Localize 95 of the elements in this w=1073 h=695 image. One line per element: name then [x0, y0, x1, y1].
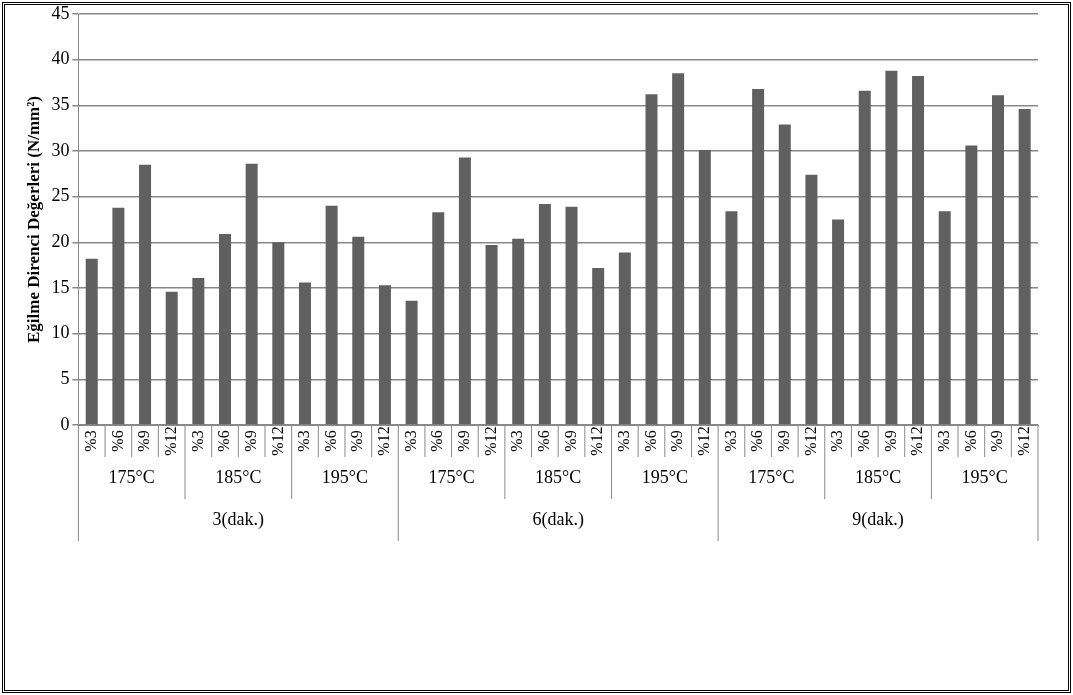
bar: [325, 205, 338, 425]
y-tick-label: 40: [51, 48, 70, 69]
x-tick-label: %6: [854, 430, 872, 452]
x-tick-label: %3: [508, 430, 526, 452]
x-tick-label: %12: [268, 426, 286, 456]
text: 195°C: [961, 466, 1008, 487]
y-tick-label: 5: [60, 368, 70, 389]
x-tick-label: %6: [961, 430, 979, 452]
x-tick-label: %6: [748, 430, 766, 452]
x-tick-label: %3: [188, 430, 206, 452]
x-tick-label: %3: [721, 430, 739, 452]
text: 175°C: [748, 466, 795, 487]
bar: [219, 234, 231, 425]
x-tick-label: %9: [668, 430, 686, 452]
bar: [805, 174, 818, 425]
x-tick-label: %6: [641, 430, 659, 452]
x-tick-label: %12: [801, 426, 819, 456]
y-tick-label: 10: [51, 322, 70, 343]
bar: [938, 211, 951, 425]
bar: [1018, 108, 1031, 425]
y-tick-label: 0: [60, 413, 70, 434]
bar: [485, 245, 498, 425]
bar: [458, 157, 471, 425]
x-tick-label: %9: [774, 430, 792, 452]
x-tick-label: %9: [455, 430, 473, 452]
bar: [112, 207, 125, 425]
x-tick-label: %9: [348, 430, 366, 452]
text: 3(dak.): [212, 508, 265, 530]
y-axis-title: Eğilme Direnci Değerleri (N/mm²): [23, 96, 43, 343]
bar: [752, 88, 765, 425]
bar: [858, 90, 871, 425]
text: 185°C: [535, 466, 582, 487]
x-tick-label: %12: [1014, 426, 1032, 456]
x-tick-label: %12: [695, 426, 713, 456]
bar: [85, 258, 98, 425]
x-tick-label: %3: [828, 430, 846, 452]
text: 6(dak.): [532, 508, 584, 530]
text: 175°C: [428, 466, 475, 487]
x-tick-label: %12: [481, 426, 499, 456]
y-tick-label: 15: [51, 276, 70, 297]
x-tick-label: %3: [401, 430, 419, 452]
y-tick-label: 20: [51, 231, 70, 252]
bar: [778, 124, 791, 425]
bar: [645, 94, 658, 425]
x-tick-label: %9: [135, 430, 153, 452]
x-tick-label: %12: [588, 426, 606, 456]
bar: [672, 73, 685, 425]
bar: [565, 206, 578, 425]
text: 195°C: [321, 466, 369, 487]
bar: [538, 203, 551, 425]
x-tick-label: %12: [908, 426, 926, 456]
bar: [139, 164, 152, 425]
x-tick-label: %12: [161, 426, 179, 456]
bar: [352, 236, 365, 425]
x-tick-label: %9: [988, 430, 1006, 452]
text: 9(dak.): [852, 508, 904, 530]
text: 175°C: [108, 466, 155, 487]
x-tick-label: %9: [561, 430, 579, 452]
bar: [912, 76, 925, 425]
x-tick-label: %3: [615, 430, 633, 452]
x-tick-label: %9: [881, 430, 899, 452]
bar: [378, 285, 391, 425]
x-tick-label: %3: [295, 430, 313, 452]
bar: [512, 238, 525, 425]
x-tick-label: %6: [321, 430, 339, 452]
bar: [192, 277, 205, 425]
y-tick-label: 30: [51, 139, 70, 160]
x-tick-label: %9: [241, 430, 259, 452]
text: 185°C: [854, 466, 902, 487]
y-tick-label: 45: [51, 2, 70, 23]
bar: [165, 291, 178, 425]
x-tick-label: %6: [535, 430, 553, 452]
y-tick-label: 35: [51, 94, 70, 115]
x-tick-label: %6: [215, 430, 233, 452]
bar: [885, 70, 898, 425]
y-tick-label: 25: [51, 185, 70, 206]
bar: [405, 300, 418, 425]
bar: [832, 219, 845, 425]
x-tick-label: %3: [934, 430, 952, 452]
x-tick-label: %6: [108, 430, 126, 452]
bar: [965, 145, 978, 425]
bar: [698, 150, 711, 425]
text: 195°C: [641, 466, 688, 487]
bar: [992, 95, 1005, 425]
x-tick-label: %12: [375, 426, 393, 456]
bar: [592, 267, 605, 425]
x-tick-label: %3: [81, 430, 99, 452]
x-tick-label: %6: [428, 430, 446, 452]
bar: [298, 282, 311, 425]
bar: [245, 163, 258, 425]
bar: [432, 212, 445, 425]
text: 185°C: [215, 466, 262, 487]
bar: [272, 242, 285, 425]
bar: [618, 252, 631, 425]
bar: [725, 211, 738, 425]
